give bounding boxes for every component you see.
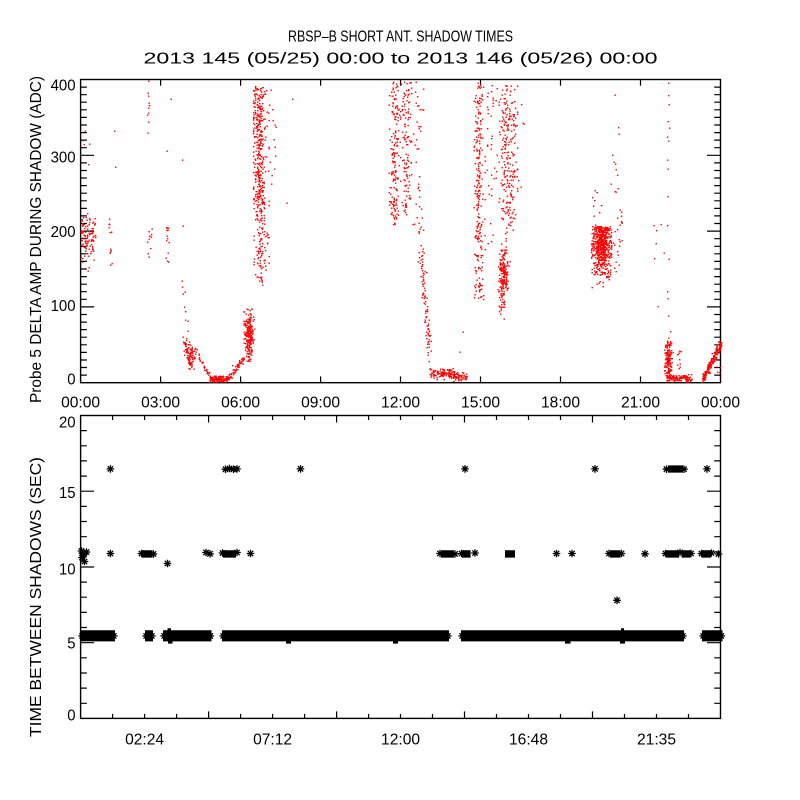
- svg-text:03:00: 03:00: [141, 395, 180, 412]
- svg-text:0: 0: [67, 371, 75, 388]
- svg-text:06:00: 06:00: [221, 395, 260, 412]
- svg-text:02:24: 02:24: [125, 732, 164, 749]
- svg-text:TIME BETWEEN SHADOWS (SEC): TIME BETWEEN SHADOWS (SEC): [28, 457, 45, 737]
- svg-text:2013 145 (05/25) 00:00 to 2013: 2013 145 (05/25) 00:00 to 2013 146 (05/2…: [144, 50, 658, 67]
- svg-text:RBSP–B SHORT ANT. SHADOW TIMES: RBSP–B SHORT ANT. SHADOW TIMES: [288, 28, 513, 45]
- svg-text:0: 0: [67, 708, 75, 725]
- svg-text:21:35: 21:35: [637, 732, 676, 749]
- svg-text:15:00: 15:00: [461, 395, 500, 412]
- svg-text:Probe 5 DELTA AMP DURING SHADO: Probe 5 DELTA AMP DURING SHADOW (ADC): [28, 76, 45, 403]
- svg-text:15: 15: [59, 485, 76, 502]
- svg-text:100: 100: [51, 298, 76, 315]
- svg-text:00:00: 00:00: [61, 395, 100, 412]
- svg-text:200: 200: [51, 224, 76, 241]
- svg-text:00:00: 00:00: [701, 395, 740, 412]
- svg-text:10: 10: [59, 562, 76, 579]
- svg-text:07:12: 07:12: [253, 732, 292, 749]
- svg-text:300: 300: [51, 150, 76, 167]
- svg-text:16:48: 16:48: [509, 732, 548, 749]
- svg-text:09:00: 09:00: [301, 395, 340, 412]
- svg-text:20: 20: [59, 415, 76, 432]
- svg-text:21:00: 21:00: [621, 395, 660, 412]
- svg-text:5: 5: [67, 636, 75, 653]
- svg-text:12:00: 12:00: [381, 395, 420, 412]
- svg-text:12:00: 12:00: [381, 732, 420, 749]
- svg-text:400: 400: [51, 78, 76, 95]
- svg-text:18:00: 18:00: [541, 395, 580, 412]
